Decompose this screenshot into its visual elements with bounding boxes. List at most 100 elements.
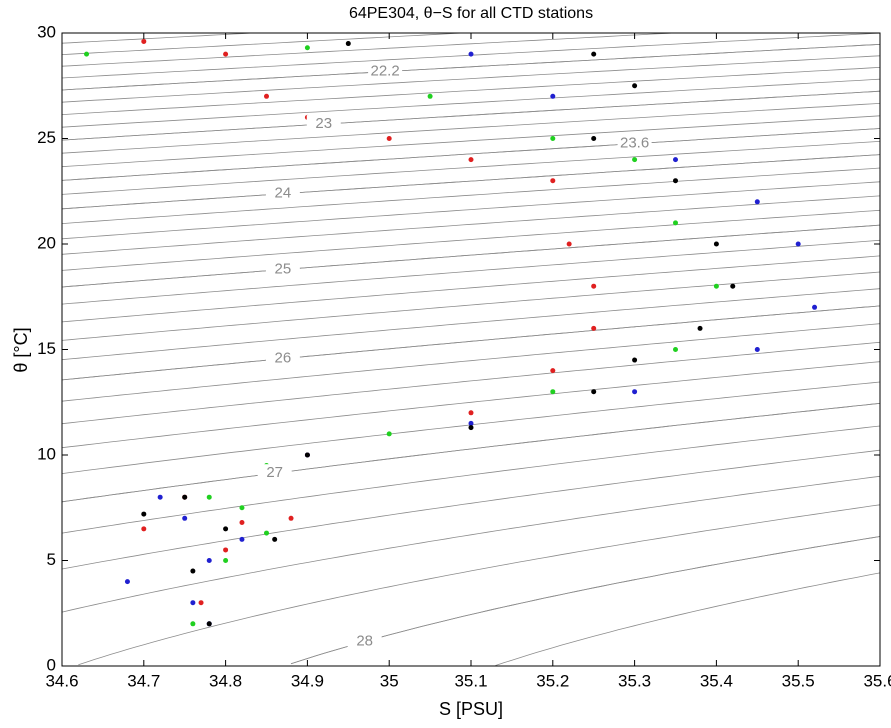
isopycnal bbox=[62, 475, 880, 613]
contour-label: 26 bbox=[275, 350, 292, 367]
x-tick-label: 34.6 bbox=[45, 671, 78, 690]
data-point bbox=[697, 325, 703, 331]
isopycnal bbox=[62, 103, 880, 154]
isopycnal bbox=[62, 209, 880, 271]
data-point bbox=[632, 357, 638, 363]
data-point bbox=[182, 515, 188, 521]
data-point bbox=[84, 51, 90, 57]
x-tick-label: 34.8 bbox=[209, 671, 242, 690]
data-point bbox=[264, 93, 269, 99]
y-tick-label: 0 bbox=[47, 655, 56, 674]
data-point bbox=[239, 536, 245, 542]
isopycnal bbox=[62, 403, 880, 503]
data-point bbox=[591, 389, 597, 395]
isopycnal bbox=[62, 33, 261, 44]
data-point bbox=[124, 579, 130, 585]
isopycnal bbox=[62, 128, 880, 181]
x-tick-label: 35.3 bbox=[618, 671, 651, 690]
isopycnal bbox=[290, 536, 880, 665]
data-point bbox=[550, 136, 556, 141]
data-point bbox=[223, 547, 229, 553]
data-point bbox=[264, 530, 269, 536]
data-point bbox=[190, 568, 196, 574]
isopycnal bbox=[62, 224, 880, 288]
y-tick-label: 30 bbox=[37, 22, 56, 41]
contour-label: 24 bbox=[275, 185, 292, 202]
isopycnal bbox=[62, 154, 880, 210]
y-tick-label: 20 bbox=[37, 233, 56, 252]
isopycnal bbox=[62, 33, 472, 55]
data-point bbox=[673, 157, 678, 163]
isopycnal bbox=[62, 90, 880, 141]
data-point bbox=[141, 526, 147, 532]
data-point bbox=[223, 526, 229, 532]
contour-layer bbox=[62, 33, 880, 666]
data-point bbox=[713, 283, 719, 289]
data-point bbox=[239, 520, 245, 526]
data-point bbox=[198, 600, 204, 606]
data-point bbox=[468, 425, 474, 431]
data-point bbox=[206, 621, 212, 627]
contour-label-bg bbox=[617, 134, 652, 153]
data-point bbox=[304, 45, 310, 51]
data-point bbox=[141, 38, 147, 44]
contour-labels: 22.2 23 23.6 24 25 26 27 28 bbox=[257, 62, 652, 651]
contour-label: 23.6 bbox=[620, 135, 649, 152]
x-tick-label: 35.4 bbox=[700, 671, 733, 690]
contour-label-bg bbox=[257, 464, 292, 483]
data-point bbox=[386, 136, 392, 141]
contour-label-bg bbox=[265, 260, 300, 279]
data-point bbox=[288, 515, 294, 521]
data-point bbox=[673, 220, 678, 226]
data-point bbox=[754, 347, 760, 352]
isopycnal bbox=[62, 141, 880, 195]
data-point bbox=[206, 494, 212, 500]
isopycnal bbox=[62, 33, 680, 67]
data-point bbox=[550, 368, 556, 374]
y-tick-label: 10 bbox=[37, 444, 56, 463]
isopycnal bbox=[62, 288, 880, 361]
data-point bbox=[190, 621, 196, 627]
data-point bbox=[550, 93, 556, 99]
isopycnal bbox=[62, 323, 880, 402]
isopycnal bbox=[62, 361, 880, 449]
data-point bbox=[386, 431, 392, 437]
isopycnal bbox=[62, 341, 880, 425]
contour-label: 28 bbox=[356, 633, 373, 650]
contour-label-bg bbox=[347, 632, 382, 651]
isopycnal bbox=[62, 55, 880, 103]
data-point bbox=[632, 157, 638, 163]
isopycnal bbox=[62, 255, 880, 323]
isopycnal bbox=[62, 195, 880, 255]
data-point bbox=[591, 325, 597, 331]
isopycnal bbox=[62, 449, 880, 570]
chart-title: 64PE304, θ−S for all CTD stations bbox=[349, 5, 593, 22]
isopycnal bbox=[62, 78, 880, 128]
contour-label: 23 bbox=[315, 115, 332, 132]
x-tick-label: 35.1 bbox=[454, 671, 487, 690]
data-point bbox=[591, 283, 597, 289]
isopycnal bbox=[62, 425, 880, 534]
data-point bbox=[182, 494, 188, 500]
isopycnal bbox=[62, 305, 880, 381]
y-tick-label: 5 bbox=[47, 550, 56, 569]
data-point bbox=[730, 283, 736, 289]
isopycnal bbox=[62, 271, 880, 341]
data-point bbox=[190, 600, 196, 606]
y-tick-label: 25 bbox=[37, 128, 56, 147]
x-tick-label: 35.6 bbox=[863, 671, 891, 690]
x-tick-label: 34.9 bbox=[291, 671, 324, 690]
contour-label-bg bbox=[265, 349, 300, 368]
data-point bbox=[673, 347, 678, 352]
data-point bbox=[468, 51, 474, 57]
data-point bbox=[223, 51, 229, 57]
isopycnal bbox=[62, 224, 880, 288]
data-point bbox=[272, 536, 278, 542]
contour-label: 27 bbox=[266, 464, 283, 481]
data-point bbox=[141, 511, 147, 517]
contour-label-bg bbox=[368, 62, 403, 81]
isopycnal bbox=[62, 305, 880, 381]
isopycnal bbox=[62, 181, 880, 240]
data-point bbox=[550, 178, 556, 184]
